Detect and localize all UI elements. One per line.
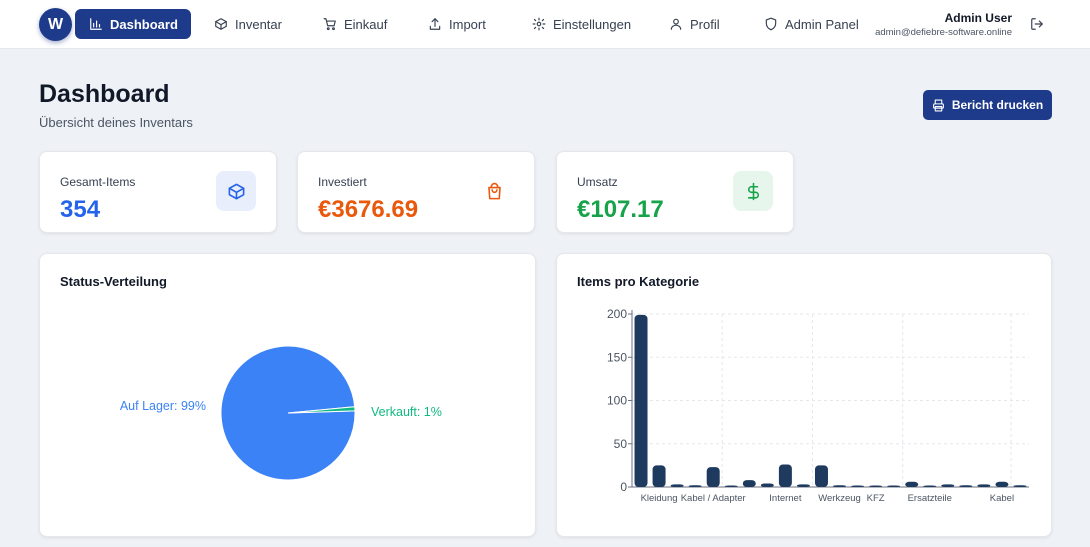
pie-slice[interactable]: [287, 406, 356, 414]
x-tick-label: Ersatzteile: [908, 493, 952, 504]
user-email: admin@defiebre-software.online: [875, 27, 1012, 38]
x-tick-label: KFZ: [867, 493, 885, 504]
nav-profil[interactable]: Profil: [669, 9, 720, 39]
user-icon: [670, 18, 682, 30]
shield-icon: [765, 17, 777, 31]
bar[interactable]: [995, 481, 1009, 487]
nav-einkauf[interactable]: Einkauf: [323, 9, 387, 39]
bar[interactable]: [959, 485, 973, 487]
y-tick-label: 100: [607, 394, 627, 408]
pie-chart: Auf Lager: 99% Verkauft: 1%: [120, 345, 442, 481]
stat-card-revenue: Umsatz €107.17: [556, 151, 794, 233]
nav-dashboard-label: Dashboard: [110, 16, 178, 32]
bar[interactable]: [814, 465, 828, 487]
bar[interactable]: [634, 314, 648, 487]
bar[interactable]: [923, 485, 937, 488]
printer-icon: [932, 99, 944, 111]
gear-icon: [532, 17, 546, 31]
panel-title: Items pro Kategorie: [577, 274, 700, 289]
nav-import-label: Import: [449, 16, 486, 32]
shopping-bag-icon: [487, 182, 501, 199]
x-tick-label: Internet: [769, 493, 802, 504]
nav-admin-panel[interactable]: Admin Panel: [764, 9, 859, 39]
top-navbar: W Dashboard Inventar Einkauf Import Eins…: [0, 0, 1090, 49]
bar[interactable]: [670, 484, 684, 487]
nav-einstellungen[interactable]: Einstellungen: [532, 9, 631, 39]
app-logo[interactable]: W: [39, 8, 72, 41]
stat-value: €3676.69: [318, 196, 419, 223]
x-tick-label: Kabel / Adapter: [681, 493, 746, 504]
bar[interactable]: [1013, 485, 1027, 487]
bar[interactable]: [851, 485, 865, 488]
bar[interactable]: [887, 485, 901, 488]
bar[interactable]: [977, 484, 991, 487]
stat-icon-wrap: [216, 171, 256, 211]
y-tick-label: 150: [607, 350, 627, 364]
x-tick-label: Werkzeug: [818, 493, 861, 504]
stat-icon-wrap: [733, 171, 773, 211]
stat-label: Umsatz: [577, 175, 618, 189]
bar[interactable]: [941, 484, 955, 487]
upload-icon: [429, 18, 441, 30]
nav-einkauf-label: Einkauf: [344, 16, 388, 32]
stat-card-total-items: Gesamt-Items 354: [39, 151, 277, 233]
bar[interactable]: [796, 484, 810, 487]
status-distribution-panel: Status-Verteilung Auf Lager: 99% Verkauft…: [39, 253, 536, 537]
box-icon: [228, 183, 244, 199]
box-icon: [215, 18, 227, 30]
bar[interactable]: [905, 481, 919, 487]
print-report-label: Bericht drucken: [951, 98, 1044, 112]
items-per-category-panel: Items pro Kategorie 0 50 100 150 200 Kleidung…: [556, 253, 1052, 537]
bar[interactable]: [742, 480, 756, 487]
page-title: Dashboard: [39, 80, 170, 108]
pie-label: Verkauft: 1%: [371, 405, 442, 419]
panel-title: Status-Verteilung: [60, 274, 167, 289]
stat-value: €107.17: [577, 196, 664, 223]
bar[interactable]: [869, 485, 883, 488]
y-tick-label: 200: [607, 307, 627, 321]
print-report-button[interactable]: Bericht drucken: [923, 90, 1052, 120]
stat-label: Investiert: [318, 175, 367, 189]
nav-import[interactable]: Import: [428, 9, 486, 39]
nav-profil-label: Profil: [690, 16, 720, 32]
page-subtitle: Übersicht deines Inventars: [39, 115, 193, 130]
bar[interactable]: [833, 485, 847, 487]
stat-label: Gesamt-Items: [60, 175, 136, 189]
bar[interactable]: [760, 483, 774, 487]
nav-einstellungen-label: Einstellungen: [553, 16, 632, 32]
dollar-icon: [747, 182, 759, 200]
nav-admin-panel-label: Admin Panel: [785, 16, 859, 32]
bar[interactable]: [706, 467, 720, 487]
logout-icon: [1031, 18, 1043, 30]
nav-inventar-label: Inventar: [235, 16, 282, 32]
stat-value: 354: [60, 196, 101, 223]
x-tick-label: Kleidung: [641, 493, 678, 504]
bar[interactable]: [652, 465, 666, 487]
bar-chart-icon: [90, 18, 102, 30]
bar-chart: 0 50 100 150 200 Kleidung Kabel / Adapter Inter…: [607, 307, 1029, 504]
bar[interactable]: [778, 464, 792, 487]
y-tick-label: 0: [620, 480, 627, 494]
cart-icon: [323, 18, 336, 31]
x-tick-label: Kabel: [990, 493, 1014, 504]
stat-card-invested: Investiert €3676.69: [297, 151, 535, 233]
pie-label: Auf Lager: 99%: [120, 399, 206, 413]
bar[interactable]: [724, 485, 738, 488]
nav-inventar[interactable]: Inventar: [214, 9, 282, 39]
bar[interactable]: [688, 485, 702, 487]
logout-button[interactable]: [1030, 17, 1044, 31]
stat-icon-wrap: [474, 171, 514, 211]
nav-dashboard[interactable]: Dashboard: [75, 9, 191, 39]
user-name: Admin User: [944, 11, 1012, 25]
y-tick-label: 50: [614, 437, 628, 451]
